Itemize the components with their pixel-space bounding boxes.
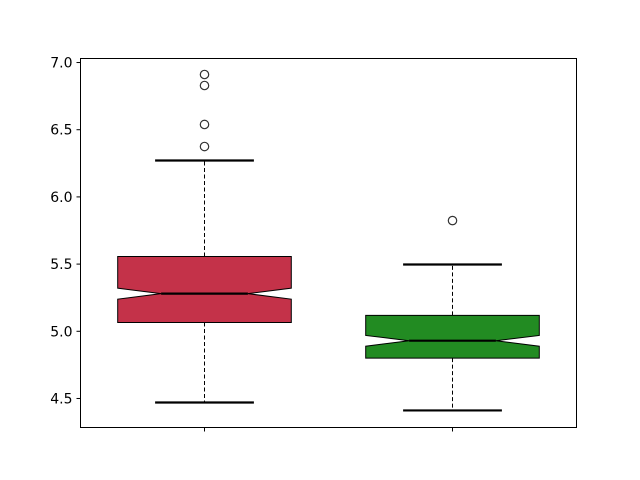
plot-area <box>117 69 540 412</box>
axes-frame <box>80 58 577 428</box>
y-axis: 4.5 5.0 5.5 6.0 6.5 7.0 <box>50 56 81 407</box>
x-axis <box>204 427 453 432</box>
outlier-point <box>199 69 210 80</box>
outlier-point <box>447 215 458 226</box>
box <box>365 314 540 359</box>
y-tick-label: 5.0 <box>50 324 72 340</box>
box <box>117 255 292 324</box>
y-tick-label: 6.5 <box>50 123 72 139</box>
box-group-2 <box>365 215 540 412</box>
y-tick-label: 6.0 <box>50 190 72 206</box>
outlier-point <box>199 141 210 152</box>
outlier-point <box>199 119 210 130</box>
y-tick-label: 7.0 <box>50 56 72 72</box>
outlier-point <box>199 80 210 91</box>
y-tick-label: 5.5 <box>50 257 72 273</box>
y-tick-label: 4.5 <box>50 391 72 407</box>
box-group-1 <box>117 69 292 404</box>
